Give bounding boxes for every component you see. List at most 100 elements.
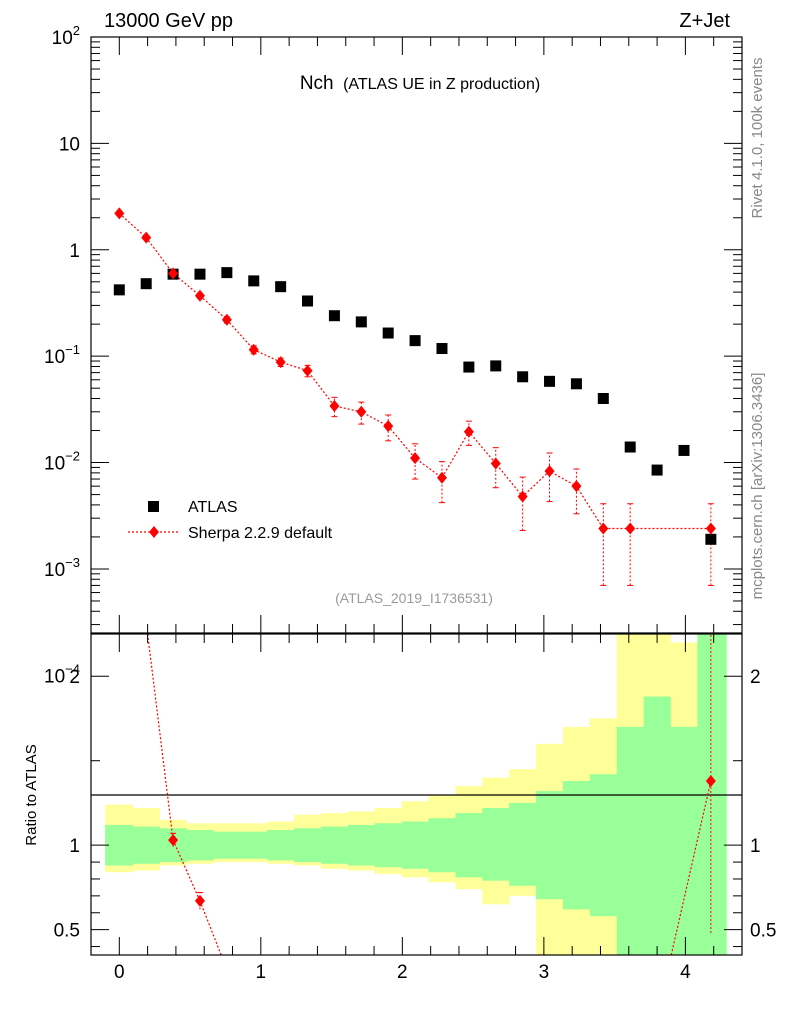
legend: ATLAS Sherpa 2.2.9 default: [128, 499, 333, 542]
y-tick-label-base: 1: [69, 241, 80, 262]
sherpa-point: [356, 405, 367, 418]
x-tick-label: 0: [114, 962, 125, 983]
y-tick-label-exponent: −3: [65, 555, 80, 570]
y-tick-label: 102: [52, 23, 80, 49]
atlas-point: [382, 327, 394, 339]
sherpa-point: [302, 364, 313, 377]
y-tick-label: 10−1: [44, 342, 80, 368]
y-tick-label: 10−3: [44, 555, 80, 581]
sherpa-point: [221, 313, 232, 326]
y-tick-label: 10−4: [44, 661, 80, 687]
atlas-point: [194, 268, 206, 280]
ratio-point: [194, 894, 205, 907]
rivet-label: Rivet 4.1.0, 100k events: [749, 58, 766, 219]
stat-uncertainty-band: [186, 829, 214, 861]
ratio-line: [172, 839, 201, 902]
ratio-panel: 0.5 0.5 1 1 2 2 0 1 2 3 4 Ratio to ATLAS: [23, 633, 777, 983]
y-tick-label-base: 10: [52, 28, 73, 49]
stat-uncertainty-band: [294, 828, 322, 863]
upper-data: [113, 207, 717, 586]
y-tick-label: 10−2: [44, 449, 80, 475]
lower-axis-ticks: [91, 634, 742, 955]
sherpa-point: [625, 522, 636, 535]
atlas-point: [463, 361, 475, 373]
process-label: Z+Jet: [679, 10, 730, 32]
y-tick-label: 1: [69, 241, 80, 262]
ratio-line: [147, 634, 174, 841]
plot-subtitle: (ATLAS UE in Z production): [343, 76, 540, 93]
ratio-panel-frame: [90, 633, 743, 956]
plot-title-main: Nch: [300, 73, 334, 94]
stat-uncertainty-band: [401, 821, 429, 869]
y-tick-label-exponent: −4: [65, 661, 80, 676]
stat-uncertainty-band: [267, 829, 295, 861]
atlas-point: [113, 284, 125, 296]
sherpa-point: [275, 356, 286, 369]
sherpa-point: [598, 522, 609, 535]
sherpa-point: [383, 420, 394, 433]
y-tick-label-base: 10: [44, 347, 65, 368]
ratio-y-tick-label-right: 2: [750, 667, 761, 688]
lower-tick-labels: 0.5 0.5 1 1 2 2 0 1 2 3 4: [54, 667, 777, 983]
stat-uncertainty-band: [374, 823, 402, 868]
ratio-line: [199, 900, 222, 955]
stat-uncertainty-band: [320, 826, 349, 864]
x-tick-label: 2: [397, 962, 408, 983]
y-tick-label-base: 10: [44, 560, 65, 581]
stat-uncertainty-band: [347, 824, 376, 866]
sherpa-point: [436, 471, 447, 484]
sherpa-point: [517, 490, 528, 503]
plot-title: Nch (ATLAS UE in Z production): [300, 73, 540, 94]
stat-uncertainty-band: [213, 831, 241, 859]
stat-uncertainty-band: [616, 726, 644, 955]
atlas-point: [544, 375, 556, 387]
atlas-point: [302, 295, 314, 307]
stat-uncertainty-band: [589, 774, 618, 917]
uncertainty-bands: [105, 634, 727, 955]
legend-marker-atlas: [148, 501, 159, 512]
x-tick-label: 4: [680, 962, 691, 983]
atlas-point: [705, 533, 717, 545]
y-tick-label: 10: [59, 134, 80, 155]
ratio-line: [670, 780, 712, 955]
sherpa-point: [329, 400, 340, 413]
sherpa-point: [194, 289, 205, 302]
y-tick-label-exponent: −2: [65, 449, 80, 464]
atlas-point: [140, 278, 152, 290]
x-tick-label: 1: [256, 962, 267, 983]
atlas-point: [328, 310, 340, 322]
sherpa-point: [168, 267, 179, 280]
sherpa-point: [141, 231, 152, 244]
stat-uncertainty-band: [536, 791, 564, 900]
energy-label: 13000 GeV pp: [104, 10, 233, 32]
ratio-y-tick-label-right: 0.5: [750, 921, 776, 942]
ratio-y-tick-label-right: 1: [750, 836, 761, 857]
stat-uncertainty-band: [428, 818, 456, 873]
atlas-point: [221, 267, 233, 279]
x-tick-label: 3: [539, 962, 550, 983]
atlas-point: [436, 343, 448, 355]
legend-marker-sherpa: [149, 526, 159, 538]
ratio-data: [147, 634, 716, 955]
mcplots-label: mcplots.cern.ch [arXiv:1306.3436]: [749, 373, 766, 600]
stat-uncertainty-band: [132, 826, 160, 864]
atlas-point: [597, 393, 609, 405]
stat-uncertainty-band: [105, 824, 134, 866]
sherpa-line: [118, 212, 711, 530]
sherpa-point: [490, 457, 501, 470]
stat-uncertainty-band: [240, 831, 268, 859]
y-tick-label-base: 10: [59, 134, 80, 155]
ratio-y-tick-label-left: 2: [69, 667, 80, 688]
atlas-point: [624, 441, 636, 453]
ratio-ylabel: Ratio to ATLAS: [23, 744, 40, 845]
analysis-label: (ATLAS_2019_I1736531): [335, 590, 493, 606]
stat-uncertainty-band: [455, 813, 483, 878]
atlas-point: [678, 444, 690, 456]
y-tick-label-exponent: −1: [65, 342, 80, 357]
sherpa-point: [705, 522, 716, 535]
atlas-point: [409, 335, 421, 347]
legend-label-atlas: ATLAS: [188, 499, 238, 516]
y-tick-label-base: 10: [44, 454, 65, 475]
